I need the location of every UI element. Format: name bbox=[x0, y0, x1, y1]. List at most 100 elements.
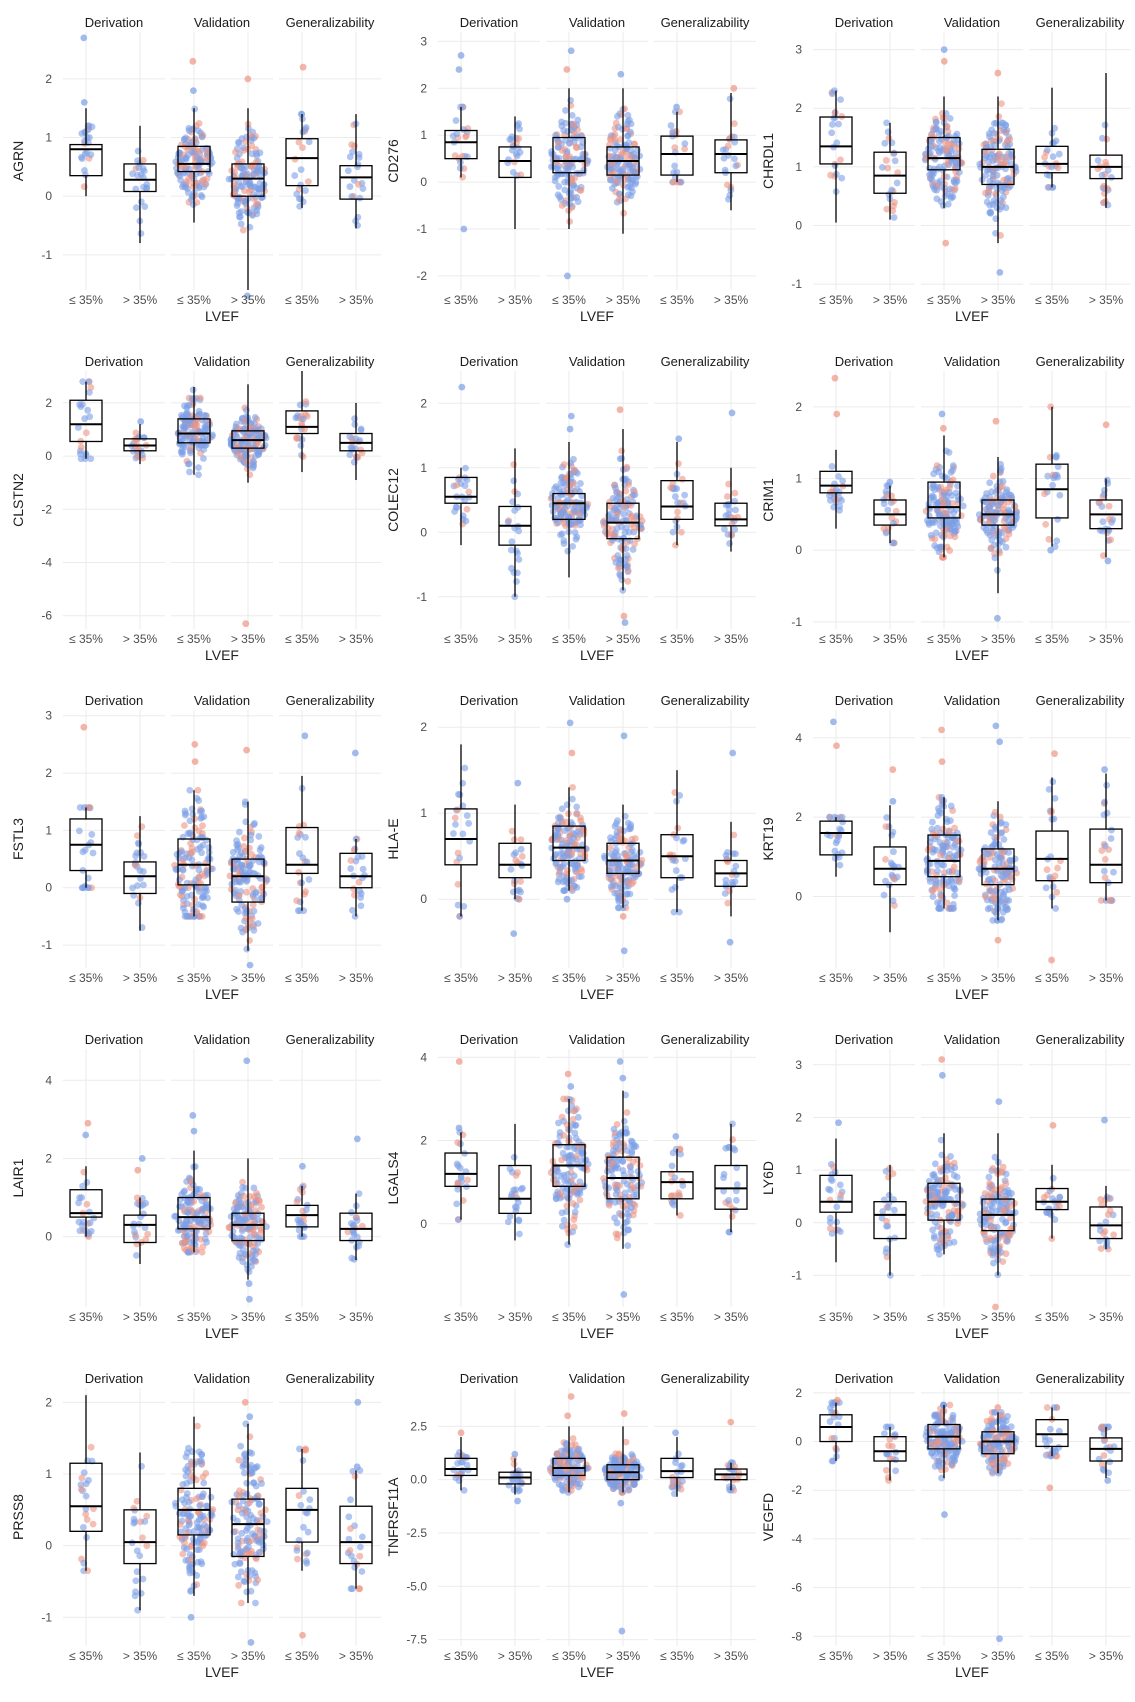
x-tick-label: > 35% bbox=[339, 1310, 374, 1324]
facet-derivation: Derivation≤ 35%> 35% bbox=[438, 15, 540, 307]
data-point bbox=[635, 1168, 642, 1175]
y-tick-label: 4 bbox=[420, 1050, 427, 1064]
data-point bbox=[891, 1207, 898, 1214]
x-tick-label: > 35% bbox=[498, 293, 533, 307]
data-point bbox=[358, 902, 365, 909]
data-point bbox=[195, 471, 202, 478]
data-point bbox=[248, 142, 255, 149]
facet-derivation: Derivation≤ 35%> 35% bbox=[63, 354, 165, 646]
data-point bbox=[835, 833, 842, 840]
data-point bbox=[256, 1198, 263, 1205]
outlier-point bbox=[729, 750, 736, 757]
data-point bbox=[561, 540, 568, 547]
facet-label: Validation bbox=[194, 354, 250, 369]
data-point bbox=[607, 511, 614, 518]
data-point bbox=[182, 810, 189, 817]
data-point bbox=[948, 1213, 955, 1220]
outlier-point bbox=[995, 937, 1002, 944]
outlier-point bbox=[620, 1291, 627, 1298]
x-tick-label: > 35% bbox=[873, 971, 908, 985]
data-point bbox=[838, 175, 845, 182]
data-point bbox=[680, 838, 687, 845]
data-point bbox=[356, 1190, 363, 1197]
x-tick-label: > 35% bbox=[123, 293, 158, 307]
data-point bbox=[625, 879, 632, 886]
x-tick-label: ≤ 35% bbox=[552, 293, 586, 307]
data-point bbox=[611, 532, 618, 539]
data-point bbox=[199, 417, 206, 424]
data-point bbox=[731, 155, 738, 162]
data-point bbox=[559, 530, 566, 537]
data-point bbox=[943, 510, 950, 517]
facet-label: Generalizability bbox=[1036, 354, 1125, 369]
data-point bbox=[571, 467, 578, 474]
data-point bbox=[355, 181, 362, 188]
data-point bbox=[564, 884, 571, 891]
data-point bbox=[933, 831, 940, 838]
x-tick-label: > 35% bbox=[714, 293, 749, 307]
y-tick-label: -1 bbox=[416, 590, 427, 604]
data-point bbox=[191, 106, 198, 113]
data-point bbox=[183, 178, 190, 185]
data-point bbox=[200, 455, 207, 462]
data-point bbox=[356, 195, 363, 202]
data-point bbox=[729, 881, 736, 888]
data-point bbox=[1042, 521, 1049, 528]
x-tick-label: ≤ 35% bbox=[552, 971, 586, 985]
data-point bbox=[293, 897, 300, 904]
outlier-point bbox=[247, 962, 254, 969]
data-point bbox=[190, 201, 197, 208]
x-tick-label: ≤ 35% bbox=[69, 632, 103, 646]
facet-label: Validation bbox=[944, 693, 1000, 708]
data-point bbox=[625, 112, 632, 119]
data-point bbox=[565, 846, 572, 853]
data-point bbox=[293, 191, 300, 198]
data-point bbox=[566, 481, 573, 488]
data-point bbox=[464, 1177, 471, 1184]
x-tick-label: ≤ 35% bbox=[927, 971, 961, 985]
y-tick-label: 1 bbox=[45, 823, 52, 837]
data-point bbox=[257, 846, 264, 853]
data-point bbox=[358, 427, 365, 434]
data-point bbox=[297, 442, 304, 449]
data-point bbox=[1005, 849, 1012, 856]
data-point bbox=[628, 1150, 635, 1157]
data-point bbox=[557, 1195, 564, 1202]
data-point bbox=[837, 1181, 844, 1188]
y-tick-label: 3 bbox=[45, 709, 52, 723]
data-point bbox=[140, 157, 147, 164]
data-point bbox=[944, 123, 951, 130]
data-point bbox=[835, 121, 842, 128]
data-point bbox=[989, 172, 996, 179]
x-axis-title: LVEF bbox=[580, 1325, 614, 1341]
data-point bbox=[129, 170, 136, 177]
data-point bbox=[133, 204, 140, 211]
outlier-point bbox=[621, 732, 628, 739]
data-point bbox=[726, 888, 733, 895]
data-point bbox=[952, 533, 959, 540]
data-point bbox=[238, 221, 245, 228]
data-point bbox=[888, 860, 895, 867]
outlier-point bbox=[82, 1132, 89, 1139]
data-point bbox=[453, 1200, 460, 1207]
outlier-point bbox=[833, 742, 840, 749]
data-point bbox=[241, 198, 248, 205]
data-point bbox=[561, 179, 568, 186]
data-point bbox=[952, 185, 959, 192]
data-point bbox=[934, 868, 941, 875]
outlier-point bbox=[730, 85, 737, 92]
data-point bbox=[180, 867, 187, 874]
x-tick-label: ≤ 35% bbox=[177, 971, 211, 985]
data-point bbox=[140, 1210, 147, 1217]
x-tick-label: ≤ 35% bbox=[285, 293, 319, 307]
data-point bbox=[883, 1218, 890, 1225]
data-point bbox=[86, 413, 93, 420]
outlier-point bbox=[835, 1119, 842, 1126]
data-point bbox=[559, 202, 566, 209]
data-point bbox=[610, 1139, 617, 1146]
outlier-point bbox=[994, 615, 1001, 622]
data-point bbox=[454, 1139, 461, 1146]
data-point bbox=[729, 1121, 736, 1128]
data-point bbox=[305, 178, 312, 185]
